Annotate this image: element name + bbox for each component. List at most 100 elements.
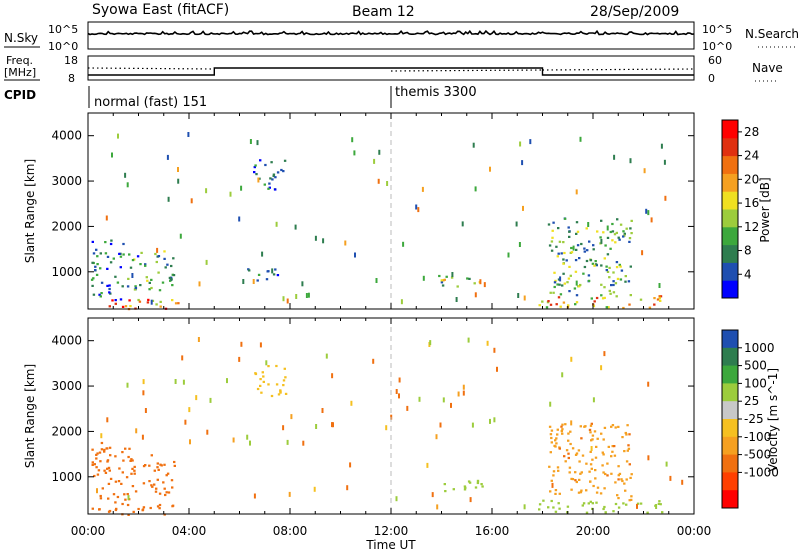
echo-cell: [130, 472, 133, 475]
echo-cell: [663, 159, 666, 165]
echo-cell: [570, 356, 573, 362]
echo-cell: [622, 230, 625, 233]
echo-cell: [550, 479, 553, 482]
colorbar-swatch: [722, 137, 738, 157]
echo-cell: [592, 244, 595, 247]
echo-cell: [571, 478, 575, 481]
echo-cell: [106, 467, 109, 470]
echo-cell: [621, 479, 624, 483]
echo-cell: [570, 477, 573, 480]
echo-cell: [522, 205, 524, 211]
echo-cell: [566, 505, 570, 508]
echo-cell: [471, 422, 474, 428]
echo-cell: [577, 491, 581, 494]
echo-cell: [144, 264, 147, 267]
velocity-ylabel: Slant Range [km]: [23, 364, 37, 468]
echo-cell: [463, 485, 467, 488]
echo-cell: [94, 265, 97, 268]
echo-cell: [630, 498, 633, 501]
echo-cell: [166, 154, 169, 160]
power-x-ticks: [87, 113, 695, 309]
colorbar-swatch: [722, 244, 738, 263]
echo-cell: [127, 277, 130, 280]
x-tick-label: 00:00: [71, 524, 106, 538]
echo-cell: [277, 393, 281, 396]
echo-cell: [91, 284, 94, 287]
echo-cell: [587, 502, 590, 505]
echo-cell: [550, 429, 554, 432]
echo-cell: [657, 502, 661, 505]
echo-cell: [125, 476, 129, 479]
echo-cell: [625, 460, 629, 463]
echo-cell: [164, 493, 167, 497]
echo-cell: [558, 492, 561, 495]
echo-cell: [156, 247, 159, 253]
echo-cell: [294, 224, 297, 230]
echo-cell: [104, 471, 108, 474]
echo-cell: [646, 511, 649, 514]
echo-cell: [95, 457, 98, 460]
echo-cell: [480, 483, 483, 486]
echo-cell: [274, 176, 277, 179]
echo-cell: [614, 282, 618, 285]
echo-cell: [96, 452, 99, 455]
echo-cell: [609, 247, 612, 250]
echo-cell: [593, 300, 596, 303]
echo-cell: [104, 252, 108, 255]
echo-cell: [282, 384, 285, 387]
echo-cell: [669, 475, 672, 481]
echo-cell: [118, 467, 121, 470]
echo-cell: [114, 455, 117, 458]
echo-cell: [589, 424, 593, 427]
echo-cell: [108, 284, 111, 287]
echo-cell: [209, 397, 212, 403]
echo-cell: [139, 284, 142, 287]
echo-cell: [301, 281, 304, 287]
echo-cell: [106, 284, 109, 287]
echo-cell: [568, 471, 571, 474]
echo-cell: [253, 493, 256, 499]
echo-cell: [108, 291, 111, 294]
echo-cell: [149, 506, 152, 510]
echo-cell: [636, 503, 638, 509]
echo-cell: [165, 491, 168, 494]
echo-cell: [612, 291, 616, 294]
echo-cell: [606, 462, 609, 465]
echo-cell: [550, 441, 553, 444]
echo-cell: [268, 186, 271, 189]
echo-cell: [101, 487, 104, 490]
echo-cell: [163, 257, 166, 260]
echo-cell: [90, 278, 94, 281]
echo-cell: [114, 302, 117, 305]
echo-cell: [155, 487, 158, 490]
echo-cell: [255, 173, 258, 176]
echo-cell: [579, 136, 582, 142]
echo-cell: [601, 464, 604, 467]
echo-cell: [106, 460, 109, 463]
echo-cell: [126, 493, 129, 496]
echo-cell: [264, 163, 267, 167]
echo-cell: [168, 276, 172, 279]
echo-cell: [623, 482, 626, 485]
power-colorbar: 4 8 12 16 20 24 28 Power [dB]: [721, 119, 772, 299]
echo-cell: [150, 484, 153, 487]
echo-cell: [167, 196, 170, 202]
echo-cell: [627, 280, 631, 283]
echo-cell: [624, 431, 627, 435]
echo-cell: [618, 472, 622, 475]
echo-cell: [117, 480, 121, 483]
echo-cell: [630, 219, 633, 222]
echo-cell: [177, 167, 179, 172]
echo-cell: [105, 447, 108, 450]
echo-cell: [570, 246, 573, 250]
echo-cell: [617, 465, 620, 468]
echo-cell: [581, 504, 584, 507]
echo-cell: [529, 139, 532, 145]
echo-cell: [578, 478, 581, 481]
echo-cell: [107, 466, 111, 469]
echo-cell: [266, 270, 269, 273]
echo-cell: [276, 274, 280, 277]
echo-cell: [560, 252, 563, 255]
echo-cell: [440, 281, 444, 284]
echo-cell: [451, 272, 454, 277]
